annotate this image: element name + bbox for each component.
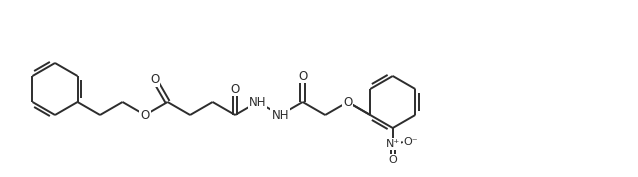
Text: NH: NH xyxy=(271,109,289,121)
Text: NH: NH xyxy=(249,96,267,109)
Text: O: O xyxy=(389,155,397,165)
Text: O: O xyxy=(343,96,352,109)
Text: O: O xyxy=(150,73,160,86)
Text: O: O xyxy=(298,70,308,82)
Text: O⁻: O⁻ xyxy=(403,137,418,147)
Text: O: O xyxy=(140,109,150,121)
Text: N⁺: N⁺ xyxy=(385,139,400,149)
Text: O: O xyxy=(230,82,240,96)
